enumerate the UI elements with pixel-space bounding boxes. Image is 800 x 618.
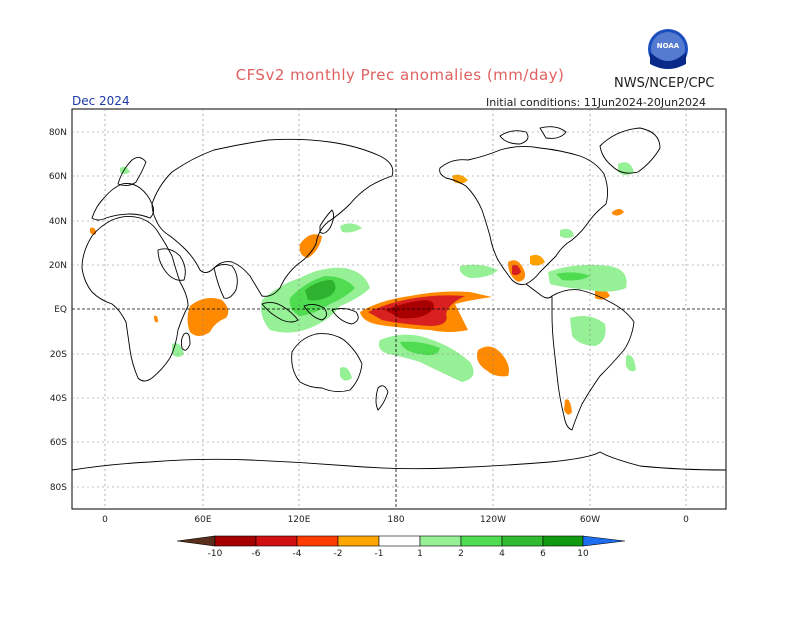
- coastline-indonesia: [261, 301, 359, 325]
- coastline-antarctica: [71, 451, 727, 471]
- colorbar-label: -10: [208, 549, 223, 559]
- lon-label: 0: [683, 515, 689, 525]
- colorbar-label: 6: [540, 549, 546, 559]
- colorbar-label: 2: [458, 549, 464, 559]
- wet-anomaly-caribbean-atlantic: [548, 264, 627, 292]
- colorbar: -10 -6 -4 -2 -1 1 2 4 6 10: [176, 535, 626, 559]
- lat-label: 60S: [50, 438, 67, 448]
- noaa-logo: NOAA: [648, 29, 688, 69]
- chart-title: CFSv2 monthly Prec anomalies (mm/day): [235, 66, 565, 84]
- coastline-australia: [291, 333, 363, 393]
- lat-label: 80S: [50, 483, 67, 493]
- colorbar-bin: [296, 535, 339, 547]
- coastline-greenland: [599, 127, 661, 174]
- coastline-north-america: [439, 145, 609, 285]
- coastline-new-zealand: [375, 385, 389, 411]
- wet-anomaly-australia-east: [340, 367, 352, 381]
- coastline-arabia: [157, 248, 186, 281]
- colorbar-bin: [542, 535, 584, 547]
- dry-anomaly-caribbean: [530, 254, 545, 266]
- wet-anomaly-north-atlantic: [560, 228, 574, 238]
- colorbar-bin: [419, 535, 462, 547]
- lat-labels: 80N 60N 40N 20N EQ 20S 40S 60S 80S: [49, 128, 67, 493]
- colorbar-label: 1: [417, 549, 423, 559]
- lon-labels: 0 60E 120E 180 120W 60W 0: [102, 515, 689, 525]
- coastline-south-america: [551, 289, 635, 431]
- coastline-central-america: [525, 283, 553, 299]
- coastline-asia: [151, 138, 394, 297]
- coastline-madagascar: [180, 332, 191, 351]
- wet-anomaly-caribbean-core: [556, 272, 590, 281]
- colorbar-bin: [501, 535, 544, 547]
- wet-anomaly-spcz: [379, 334, 474, 382]
- dry-anomaly-south-pacific: [477, 346, 509, 377]
- wet-anomaly-north-pacific-strip: [340, 223, 362, 233]
- wet-anomaly-warm-pool-core: [305, 280, 336, 301]
- initial-conditions-label: Initial conditions: 11Jun2024-20Jun2024: [486, 96, 707, 109]
- colorbar-label: -4: [293, 549, 302, 559]
- lat-label: 40S: [50, 394, 67, 404]
- dry-anomaly-east-africa: [187, 298, 229, 336]
- colorbar-arrow-left: [176, 535, 216, 547]
- coastlines: [71, 126, 727, 471]
- colorbar-label: -2: [334, 549, 343, 559]
- lon-label: 120E: [288, 515, 311, 525]
- colorbar-label: 10: [577, 549, 589, 559]
- colorbar-bin: [214, 535, 257, 547]
- lat-label: 80N: [49, 128, 67, 138]
- coastline-arctic-islands: [499, 126, 567, 145]
- colorbar-bin: [460, 535, 503, 547]
- colorbar-label: -1: [375, 549, 384, 559]
- lon-label: 120W: [480, 515, 506, 525]
- colorbar-bin: [255, 535, 298, 547]
- lat-label: 20S: [50, 350, 67, 360]
- colorbar-label: -6: [252, 549, 261, 559]
- dry-anomaly-mexico-core: [512, 264, 521, 276]
- lat-label: 20N: [49, 261, 67, 271]
- colorbar-bin: [378, 535, 421, 547]
- lon-label: 60W: [580, 515, 600, 525]
- colorbar-arrow-right: [582, 535, 626, 547]
- wet-anomaly-north-pacific: [459, 264, 498, 278]
- coastline-scandinavia: [117, 157, 147, 187]
- colorbar-bin: [337, 535, 380, 547]
- dry-anomaly-indian-ocean: [154, 315, 158, 323]
- valid-month-label: Dec 2024: [72, 94, 130, 108]
- wet-anomaly-spcz-core: [400, 341, 440, 356]
- dry-anomaly-argentina: [564, 399, 572, 415]
- lon-label: 60E: [194, 515, 211, 525]
- organization-label: NWS/NCEP/CPC: [614, 76, 715, 91]
- wet-anomaly-amazon: [570, 316, 606, 346]
- noaa-logo-text: NOAA: [657, 42, 680, 50]
- lat-label: 60N: [49, 172, 67, 182]
- lon-label: 0: [102, 515, 108, 525]
- wet-anomaly-brazil-coast: [626, 355, 636, 372]
- dry-anomaly-atlantic: [612, 209, 624, 216]
- lat-label: EQ: [54, 305, 67, 315]
- lat-label: 40N: [49, 217, 67, 227]
- coastline-india: [213, 263, 238, 299]
- colorbar-label: 4: [499, 549, 505, 559]
- coastline-africa: [81, 215, 189, 382]
- coastline-japan: [319, 209, 335, 234]
- lon-label: 180: [387, 515, 404, 525]
